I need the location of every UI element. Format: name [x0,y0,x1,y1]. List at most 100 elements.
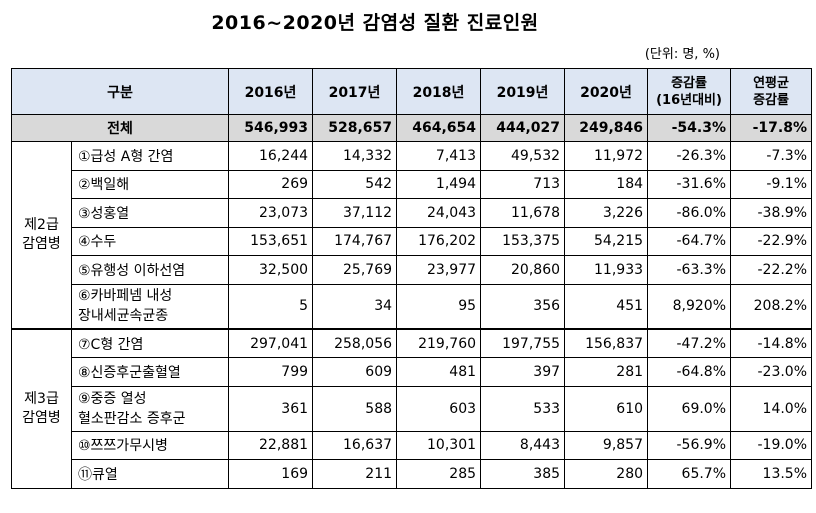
table-row: ②백일해 269 542 1,494 713 184 -31.6% -9.1% [12,169,813,199]
table-cell: 610 [564,385,649,432]
table-row: 제3급 감염병 ⑦C형 간염 297,041 258,056 219,760 197,755… [11,328,813,489]
disease-name-line1: ⑦C형 간염 [78,336,144,353]
table-cell: 533 [480,385,566,432]
disease-name-line1: ⑩쯔쯔가무시병 [78,438,168,455]
table-cell: 1,494 [396,169,482,199]
table-cell: -64.7% [647,226,732,256]
table-cell: 481 [396,357,482,387]
group-label-line2: 감염병 [22,409,61,426]
total-cell: 444,027 [480,114,566,142]
table-cell: 37,112 [312,198,398,228]
table-cell: 156,837 [564,328,649,358]
table-cell: -22.2% [730,255,813,285]
table-cell: 609 [312,357,398,387]
header-cagr: 연평균 증감률 [730,68,813,115]
table-row: ⑩쯔쯔가무시병 22,881 16,637 10,301 8,443 9,857 -56.9… [12,430,813,460]
table-cell: 258,056 [312,328,398,358]
table-row: ⑤유행성 이하선염 32,500 25,769 23,977 20,860 11,933-… [12,255,813,285]
header-year: 2020년 [564,68,649,115]
table-cell: -22.9% [730,226,813,256]
table-cell: -9.1% [730,169,813,199]
table-cell: 65.7% [647,459,732,489]
table-row: 제2급 감염병 ①급성 A형 간염 16,244 14,332 7,413 49,532 11… [11,141,813,330]
table-cell: 176,202 [396,226,482,256]
disease-name-line1: ③성홍열 [78,205,130,222]
table-cell: 11,678 [480,198,566,228]
table-cell: 197,755 [480,328,566,358]
table-cell: 3,226 [564,198,649,228]
disease-name: ③성홍열 [70,198,230,228]
total-cell: 546,993 [228,114,314,142]
total-row: 전체 546,993 528,657 464,654 444,027 249,8… [10,114,813,142]
header-row: 구분 2016년 2017년 2018년 2019년 2020년 증감률 (16… [10,68,813,115]
table-row: ⑪큐열 169 211 285 385 280 65.7% 13.5% [12,459,813,489]
header-year: 2016년 [228,68,314,115]
table-cell: 11,933 [564,255,649,285]
disease-name: ①급성 A형 간염 [70,141,230,171]
header-year: 2018년 [396,68,482,115]
table-cell: -23.0% [730,357,813,387]
disease-name: ⑧신증후군출혈열 [70,357,230,387]
table-cell: 20,860 [480,255,566,285]
header-year: 2019년 [480,68,566,115]
table-cell: -47.2% [647,328,732,358]
table-cell: 14,332 [312,141,398,171]
table-cell: 153,651 [228,226,314,256]
total-cell: -54.3% [647,114,732,142]
header-change: 증감률 (16년대비) [647,68,732,115]
table-cell: 356 [480,283,566,330]
table-cell: -86.0% [647,198,732,228]
table-cell: 95 [396,283,482,330]
disease-name: ⑨중증 열성 혈소판감소 증후군 [70,385,230,432]
table-cell: -64.8% [647,357,732,387]
table-cell: 208.2% [730,283,813,330]
table-cell: 451 [564,283,649,330]
disease-name: ⑩쯔쯔가무시병 [70,430,230,460]
data-table: 구분 2016년 2017년 2018년 2019년 2020년 증감률 (16… [10,68,813,489]
table-cell: 799 [228,357,314,387]
total-cell: 249,846 [564,114,649,142]
table-cell: 153,375 [480,226,566,256]
table-cell: 184 [564,169,649,199]
group-label-line1: 제2급 [24,217,59,233]
table-row: ⑨중증 열성 혈소판감소 증후군 361 588 603 533 610 69.0% 14.0% [12,385,813,432]
table-cell: -63.3% [647,255,732,285]
page-title: 2016~2020년 감염성 질환 진료인원 [211,12,539,34]
table-cell: 385 [480,459,566,489]
table-cell: -56.9% [647,430,732,460]
disease-name-line2: 장내세균속균종 [78,308,169,325]
group-label-line2: 감염병 [22,236,61,252]
unit-note: (단위: 명, %) [644,47,720,62]
header-change-line1: 증감률 [671,75,707,91]
disease-name: ⑦C형 간염 [70,328,230,358]
table-row: ④수두 153,651 174,767 176,202 153,375 54,215 -64… [12,226,813,256]
table-cell: 23,977 [396,255,482,285]
table-cell: 22,881 [228,430,314,460]
table-cell: 16,637 [312,430,398,460]
disease-name-line1: ④수두 [78,234,117,251]
group-label-line1: 제3급 [24,390,59,407]
table-cell: 169 [228,459,314,489]
header-cagr-line2: 증감률 [753,92,789,108]
table-cell: -7.3% [730,141,813,171]
table-row: ⑥카바페넴 내성 장내세균속균종 5 34 95 356 451 8,920% 208.2% [12,283,813,330]
disease-name-line1: ①급성 A형 간염 [78,148,174,165]
table-cell: 713 [480,169,566,199]
disease-name-line1: ⑤유행성 이하선염 [78,262,186,279]
table-row: ⑧신증후군출혈열 799 609 481 397 281 -64.8% -23.0% [12,357,813,387]
table-cell: 397 [480,357,566,387]
table-cell: 269 [228,169,314,199]
table-cell: 211 [312,459,398,489]
table-cell: 49,532 [480,141,566,171]
table-cell: 23,073 [228,198,314,228]
table-cell: 14.0% [730,385,813,432]
table-cell: 297,041 [228,328,314,358]
table-cell: 7,413 [396,141,482,171]
table-cell: 8,920% [647,283,732,330]
table-cell: 281 [564,357,649,387]
disease-name-line1: ⑥카바페넴 내성 [78,288,173,305]
table-cell: 69.0% [647,385,732,432]
table-cell: 54,215 [564,226,649,256]
